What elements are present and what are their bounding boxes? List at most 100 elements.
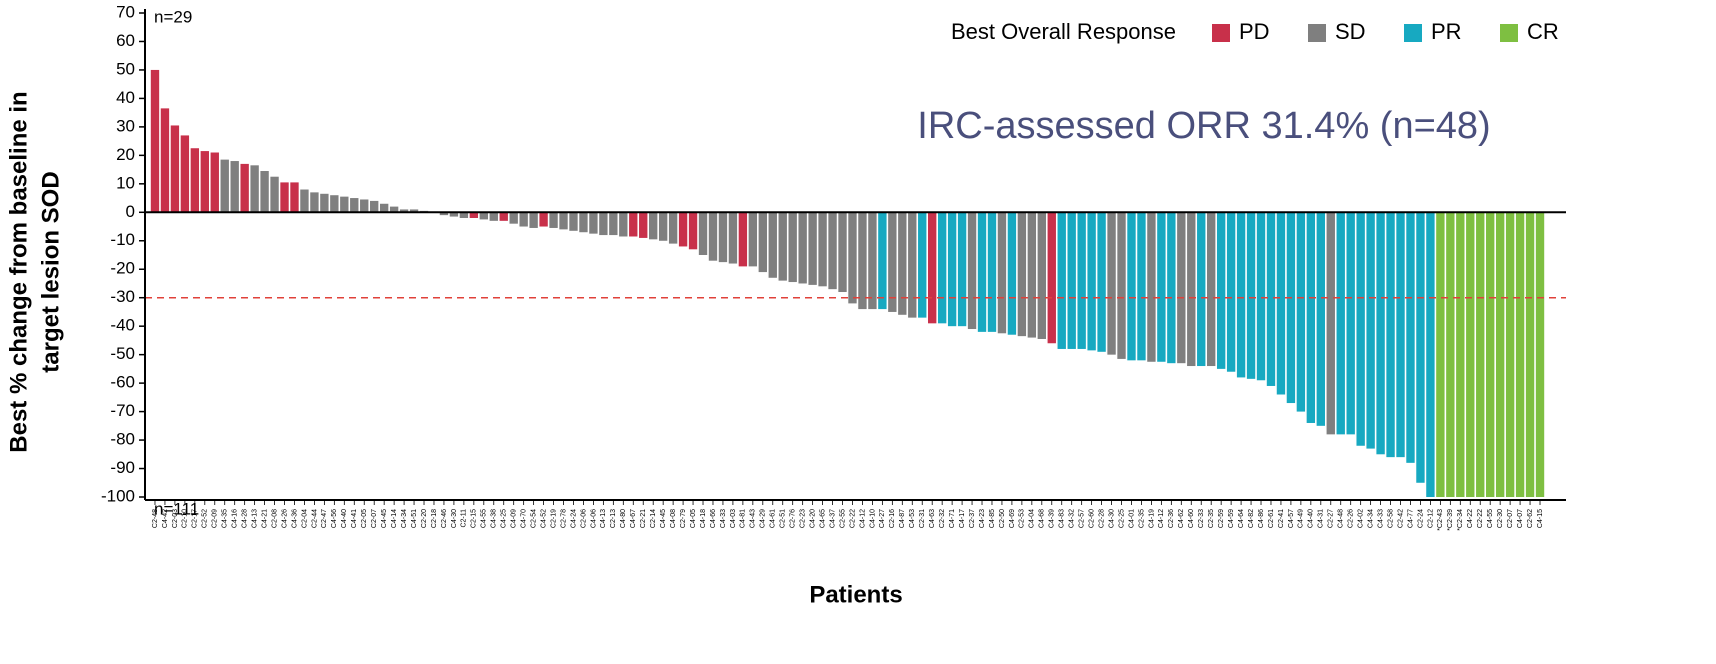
x-tick-label: C2-10: [182, 509, 189, 528]
x-tick-label: C2-31: [919, 509, 926, 528]
x-tick-label: C2-25: [1118, 509, 1125, 528]
x-tick-label: C4-04: [1029, 509, 1036, 528]
legend-swatch: [1404, 24, 1422, 42]
x-tick-label: C2-12: [1427, 509, 1434, 528]
bar: [1326, 212, 1335, 435]
x-tick-label: C2-62: [1527, 509, 1534, 528]
bar: [250, 165, 259, 213]
legend-label: PD: [1239, 19, 1270, 44]
x-tick-label: C2-42: [1397, 509, 1404, 528]
x-tick-label: C4-62: [1178, 509, 1185, 528]
x-tick-label: C2-16: [889, 509, 896, 528]
y-tick-label: -30: [110, 287, 135, 306]
bar: [1386, 212, 1395, 458]
bar: [1535, 212, 1545, 497]
bar: [230, 161, 239, 213]
x-tick-label: C4-49: [1298, 509, 1305, 528]
x-tick-label: C4-31: [1318, 509, 1325, 528]
bar: [888, 212, 897, 312]
x-tick-label: C4-83: [1059, 509, 1066, 528]
x-tick-label: C2-41: [1278, 509, 1285, 528]
bar: [908, 212, 917, 318]
x-tick-label: C4-34: [401, 509, 408, 528]
y-tick-label: -100: [101, 486, 135, 505]
x-tick-label: C2-76: [790, 509, 797, 528]
bar: [1505, 212, 1515, 497]
bar: [1147, 212, 1156, 362]
y-tick-label: 30: [116, 116, 135, 135]
bar: [399, 209, 409, 213]
x-tick-label: C4-65: [819, 509, 826, 528]
x-tick-label: C4-20: [809, 509, 816, 528]
x-tick-label: C4-39: [1049, 509, 1056, 528]
x-tick-label: C2-05: [361, 509, 368, 528]
x-tick-label: C2-13: [610, 509, 617, 528]
bar: [928, 212, 937, 324]
bar: [947, 212, 957, 327]
x-tick-label: C4-40: [341, 509, 348, 528]
bar: [150, 69, 160, 213]
x-tick-label: C2-18: [431, 509, 438, 528]
bar: [559, 212, 568, 230]
bar: [479, 212, 488, 220]
x-tick-label: C2-09: [212, 509, 219, 528]
bar: [1426, 212, 1435, 497]
bar: [1216, 212, 1226, 369]
x-tick-label: C4-17: [959, 509, 966, 528]
x-tick-label: C2-46: [441, 509, 448, 528]
bar: [1087, 212, 1096, 351]
x-tick-label: C4-57: [1288, 509, 1295, 528]
bar: [200, 151, 209, 213]
x-tick-label: C4-23: [979, 509, 986, 528]
x-tick-label: C4-64: [1238, 509, 1245, 528]
x-tick-label: C2-44: [311, 509, 318, 528]
x-tick-label: C2-32: [939, 509, 946, 528]
bar: [599, 212, 608, 236]
bar: [1207, 212, 1216, 367]
bar: [539, 212, 548, 227]
x-tick-label: C4-38: [491, 509, 498, 528]
bar: [1057, 212, 1066, 349]
x-tick-label: C4-82: [1248, 509, 1255, 528]
bar: [1037, 212, 1046, 339]
bar: [868, 212, 877, 310]
bar: [499, 212, 508, 221]
x-tick-label: C2-26: [1348, 509, 1355, 528]
bar: [270, 176, 279, 213]
bar: [1476, 212, 1485, 497]
bar: [240, 163, 249, 213]
x-tick-label: C4-41: [351, 509, 358, 528]
bar: [1127, 212, 1136, 361]
bar: [310, 192, 319, 213]
y-tick-label: 40: [116, 88, 135, 107]
bar: [170, 125, 180, 213]
x-tick-label: C4-36: [291, 509, 298, 528]
bar: [798, 212, 807, 284]
bar: [1515, 212, 1525, 497]
x-tick-label: C4-69: [1009, 509, 1016, 528]
bar: [1117, 212, 1126, 359]
bar: [1167, 212, 1176, 364]
x-tick-label: C2-58: [1387, 509, 1394, 528]
x-tick-label: C4-45: [660, 509, 667, 528]
x-tick-label: C2-50: [999, 509, 1006, 528]
y-tick-label: 10: [116, 173, 135, 192]
x-tick-label: C4-05: [690, 509, 697, 528]
bar: [569, 212, 578, 231]
y-axis-label: target lesion SOD: [37, 171, 64, 372]
bar: [858, 212, 867, 310]
x-tick-label: C2-53: [1019, 509, 1026, 528]
x-tick-label: C4-55: [481, 509, 488, 528]
x-tick-label: C2-22: [849, 509, 856, 528]
x-tick-label: C4-18: [700, 509, 707, 528]
x-tick-label: C2-17: [192, 509, 199, 528]
x-tick-label: C4-15: [1537, 509, 1544, 528]
bar: [758, 212, 767, 273]
x-tick-label: C4-71: [949, 509, 956, 528]
x-tick-label: C2-28: [1098, 509, 1105, 528]
x-tick-label: C4-12: [1158, 509, 1165, 528]
y-tick-label: 50: [116, 59, 135, 78]
x-tick-label: C4-40: [1308, 509, 1315, 528]
x-tick-label: C4-27: [879, 509, 886, 528]
